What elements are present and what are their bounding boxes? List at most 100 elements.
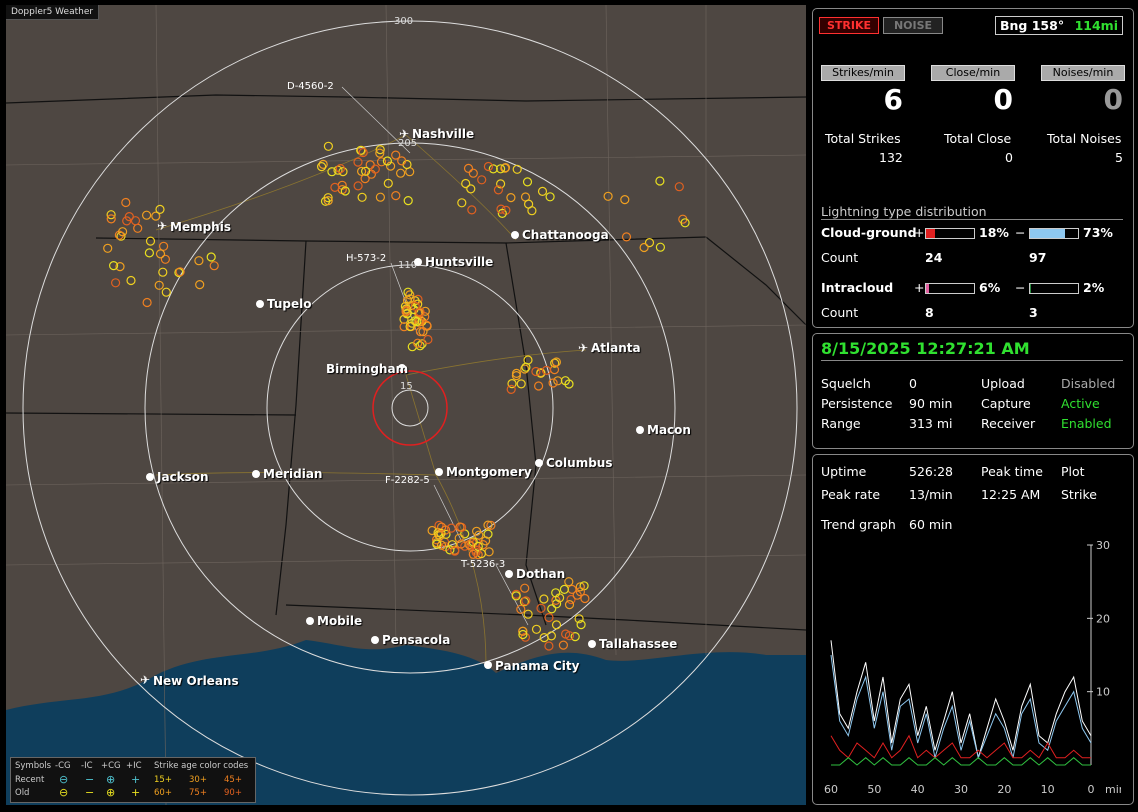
strike-marker: [518, 626, 528, 636]
strike-marker: [548, 378, 558, 388]
plus-ic-old-icon: +: [131, 786, 141, 799]
strike-button[interactable]: STRIKE: [819, 17, 879, 34]
legend-header: +CG: [101, 761, 121, 771]
strike-marker: [544, 612, 554, 623]
strike-marker: [121, 197, 131, 208]
strike-marker: [461, 178, 471, 189]
upload-value[interactable]: Disabled: [1061, 376, 1116, 391]
noise-button[interactable]: NOISE: [883, 17, 943, 34]
noises-per-min-value: 0: [1103, 83, 1123, 116]
strike-marker: [159, 241, 169, 251]
x-tick-label: 50: [867, 783, 881, 796]
city-label: Pensacola: [382, 633, 451, 647]
close-per-min-label[interactable]: Close/min: [931, 65, 1015, 81]
city-label: Meridian: [263, 467, 323, 481]
map-graphics: [6, 5, 806, 805]
strike-marker: [144, 248, 154, 258]
strike-marker: [323, 141, 333, 151]
strike-marker: [405, 290, 415, 300]
ring-label: 205: [398, 138, 418, 149]
trend-window-value[interactable]: 60 min: [909, 517, 953, 532]
cg-negative-pct: 73%: [1083, 225, 1113, 240]
cg-positive-pct: 18%: [979, 225, 1009, 240]
strike-marker: [142, 297, 152, 308]
age-code: 75+: [189, 788, 207, 798]
x-tick-label: 20: [997, 783, 1011, 796]
storm-id[interactable]: D-4560-2: [287, 81, 334, 92]
city-label: Tupelo: [267, 297, 312, 311]
peak-rate-value: 13/min: [909, 487, 953, 502]
legend-header: -IC: [81, 761, 93, 771]
ring-label: 110: [398, 260, 418, 271]
lightning-map[interactable]: Doppler5 Weather 300 205 110 15 D-4560-2…: [6, 5, 806, 805]
strikes-per-min-value: 6: [883, 83, 903, 116]
total-strikes-value: 132: [879, 150, 903, 165]
strike-marker: [533, 381, 544, 391]
ic-negative-pct: 2%: [1083, 280, 1105, 295]
plot-value[interactable]: Strike: [1061, 487, 1097, 502]
strike-marker: [161, 287, 171, 297]
strike-marker: [160, 254, 170, 264]
symbol-legend: Symbols -CG -IC +CG +IC Strike age color…: [10, 757, 256, 803]
legend-old-label: Old: [15, 788, 30, 798]
strike-marker: [483, 161, 493, 172]
strike-marker: [441, 529, 451, 539]
city-dot: [505, 570, 513, 578]
strike-marker: [375, 145, 385, 155]
strike-marker: [155, 204, 165, 214]
strike-marker: [110, 278, 121, 288]
strike-marker: [410, 301, 420, 311]
strike-marker: [360, 174, 370, 184]
strike-marker: [471, 547, 481, 557]
noises-per-min-label[interactable]: Noises/min: [1041, 65, 1125, 81]
strike-marker: [446, 523, 456, 533]
strike-marker: [541, 365, 552, 375]
strike-marker: [194, 256, 204, 266]
age-code: 60+: [154, 788, 172, 798]
strike-marker: [103, 243, 113, 253]
storm-id[interactable]: T-5236-3: [461, 559, 506, 570]
storm-id[interactable]: H-573-2: [346, 253, 387, 264]
city-dot: [511, 231, 519, 239]
storm-id[interactable]: F-2282-5: [385, 475, 430, 486]
city-label: Montgomery: [446, 465, 532, 479]
strike-marker: [560, 629, 571, 639]
minus-cg-old-icon: ⊖: [59, 786, 69, 799]
capture-value[interactable]: Active: [1061, 396, 1100, 411]
strike-marker: [536, 368, 546, 378]
strike-marker: [155, 249, 166, 259]
strike-marker: [353, 181, 363, 191]
strikes-per-min-label[interactable]: Strikes/min: [821, 65, 905, 81]
airport-icon: ✈: [157, 219, 168, 233]
strike-marker: [603, 191, 613, 201]
squelch-value: 0: [909, 376, 917, 391]
strike-marker: [415, 341, 425, 351]
trend-series-line: [830, 734, 1091, 759]
x-tick-label: 40: [911, 783, 925, 796]
strike-marker: [496, 164, 506, 174]
strike-marker: [126, 275, 136, 286]
ic-positive-count: 8: [925, 305, 934, 320]
strike-marker: [655, 176, 665, 186]
strike-marker: [523, 199, 534, 209]
strike-marker: [467, 205, 477, 215]
strike-marker: [357, 192, 367, 202]
plot-label: Plot: [1061, 464, 1085, 479]
strike-marker: [116, 231, 126, 241]
strike-marker: [333, 165, 343, 175]
app-title: Doppler5 Weather: [6, 5, 100, 20]
ring-label: 300: [394, 16, 414, 27]
receiver-value[interactable]: Enabled: [1061, 416, 1112, 431]
strike-marker: [520, 364, 530, 374]
strike-marker: [422, 320, 432, 330]
strike-marker: [447, 540, 457, 550]
strike-marker: [338, 167, 348, 177]
persistence-label: Persistence: [821, 396, 893, 411]
city-dot: [371, 636, 379, 644]
city-dot: [435, 468, 443, 476]
strike-marker: [209, 261, 219, 271]
strike-marker: [436, 540, 447, 550]
strike-symbols: [103, 141, 690, 651]
strike-marker: [518, 629, 528, 640]
strike-marker: [175, 267, 185, 277]
